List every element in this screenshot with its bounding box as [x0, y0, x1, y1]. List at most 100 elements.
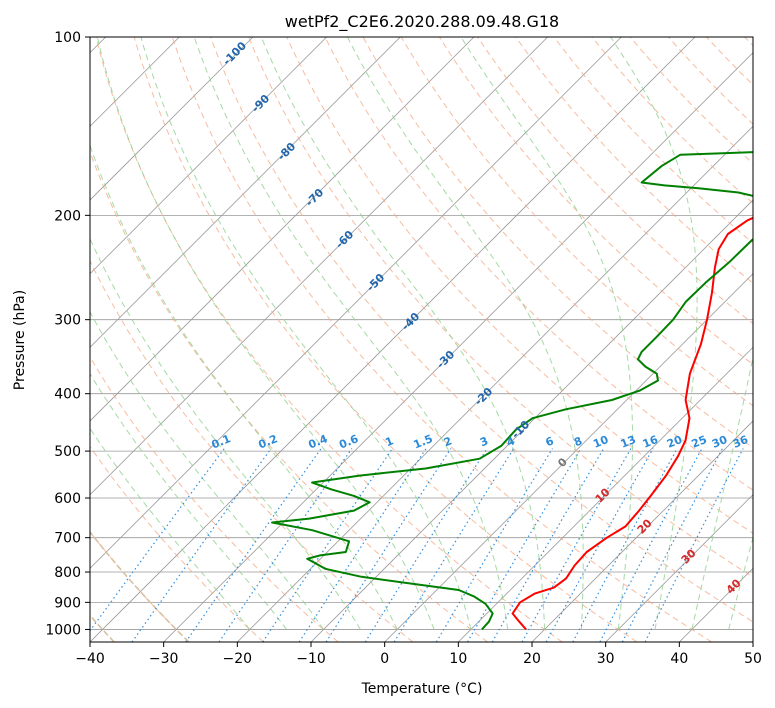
- dry-adiabat-label: -90: [249, 92, 272, 115]
- isotherm-line: [752, 641, 753, 642]
- isotherm-line: [90, 37, 622, 569]
- isotherm-line: [90, 37, 254, 201]
- dry-adiabat-label: -20: [472, 385, 495, 408]
- mixing-ratio-line: [521, 448, 632, 642]
- mixing-ratio-line: [435, 448, 554, 642]
- mixing-ratio-line: [599, 448, 703, 642]
- dry-adiabat-line: [133, 37, 638, 642]
- dry-adiabat-line: [90, 530, 190, 642]
- mixing-ratio-label: 2: [442, 434, 454, 449]
- mixing-ratio-line: [466, 448, 582, 642]
- y-tick-label: 1000: [45, 622, 81, 638]
- isotherm-line: [90, 37, 475, 422]
- mixing-ratio-label: 30: [710, 433, 729, 451]
- dry-adiabat-line: [286, 37, 753, 534]
- y-axis-title: Pressure (hPa): [12, 290, 28, 390]
- mixing-ratio-label: 36: [731, 433, 750, 451]
- dry-adiabat-label: -80: [275, 140, 298, 163]
- dry-adiabat-line: [438, 37, 753, 366]
- moist-adiabat-line: [728, 535, 753, 630]
- y-tick-label: 800: [54, 565, 81, 581]
- y-tick-label: 200: [54, 208, 81, 224]
- x-tick-label: −30: [149, 651, 179, 667]
- mixing-ratio-label: 1: [383, 434, 395, 449]
- mixing-ratio-label: 0.1: [210, 432, 233, 451]
- mixing-ratio-label: 6: [544, 434, 556, 449]
- moist-adiabat-label: 0: [555, 455, 570, 470]
- isotherm-line: [605, 494, 753, 642]
- isotherm-line: [237, 125, 753, 642]
- x-axis-ticks: −40 −30 −20 −10 0 10 20 30 40 50: [75, 642, 762, 667]
- y-tick-label: 600: [54, 491, 81, 507]
- moist-adiabat-line: [96, 37, 435, 630]
- dry-adiabat-line: [248, 37, 753, 578]
- moist-adiabat-line: [90, 372, 288, 630]
- mixing-ratio-label: 0.4: [306, 432, 329, 451]
- mixing-ratio-label: 10: [591, 433, 610, 451]
- line-labels: -100-90-80-70-60-50-40-30-20-100.1 0.2 0.4…: [210, 39, 751, 597]
- moist-adiabat-label: 40: [724, 576, 744, 596]
- moist-adiabat-line: [90, 237, 361, 630]
- x-tick-label: 40: [670, 651, 688, 667]
- x-tick-label: 20: [523, 651, 541, 667]
- dry-adiabat-line: [90, 259, 414, 642]
- x-axis-title: Temperature (°C): [361, 681, 483, 697]
- mixing-ratio-line: [298, 448, 427, 642]
- isotherm-line: [90, 37, 327, 275]
- chart-title: wetPf2_C2E6.2020.288.09.48.G18: [285, 12, 559, 32]
- moist-adiabat-line: [90, 427, 251, 630]
- moist-adiabat-label: 30: [679, 546, 699, 566]
- plot-frame: [89, 36, 754, 643]
- moist-adiabat-label: 10: [593, 485, 613, 505]
- dry-adiabat-line: [515, 37, 753, 284]
- mixing-ratio-label: 8: [572, 434, 584, 449]
- dry-adiabat-line: [706, 37, 753, 86]
- moist-adiabat-line: [691, 355, 753, 630]
- dry-adiabat-line: [171, 37, 712, 642]
- x-tick-label: −40: [75, 651, 105, 667]
- isotherm-line: [384, 273, 753, 642]
- mixing-ratio-label: 0.2: [256, 432, 279, 451]
- y-tick-label: 100: [54, 30, 81, 46]
- moist-adiabat-line: [140, 37, 472, 630]
- moist-adiabat-line: [766, 37, 775, 629]
- mixing-ratio-line: [644, 448, 744, 642]
- y-tick-label: 300: [54, 313, 81, 329]
- isotherm-line: [531, 420, 753, 642]
- dry-adiabat-line: [95, 37, 563, 642]
- mixing-ratio-line: [393, 448, 515, 642]
- moist-adiabat-line: [260, 37, 546, 630]
- dewpoint-profile-line: [271, 151, 753, 631]
- dry-adiabat-line: [90, 531, 190, 642]
- background-lines: [90, 37, 775, 642]
- dry-adiabat-line: [90, 150, 488, 642]
- mixing-ratio-line: [364, 448, 488, 642]
- isotherm-line: [163, 52, 753, 642]
- mixing-ratio-label: 16: [641, 433, 660, 451]
- moist-adiabat-line: [193, 37, 509, 630]
- y-tick-label: 400: [54, 387, 81, 403]
- mixing-ratio-line: [90, 448, 225, 632]
- dry-adiabat-line: [210, 37, 753, 623]
- profile-lines: [271, 151, 753, 631]
- y-tick-label: 700: [54, 531, 81, 547]
- mixing-ratio-line: [491, 448, 605, 642]
- isotherm-line: [90, 37, 548, 496]
- moist-adiabat-line: [346, 37, 584, 630]
- moist-adiabat-line: [460, 37, 633, 630]
- moist-adiabat-label: 20: [635, 516, 655, 536]
- moist-adiabat-line: [610, 37, 698, 630]
- x-tick-label: −10: [296, 651, 326, 667]
- moist-adiabat-line: [90, 310, 324, 630]
- y-tick-label: 900: [54, 595, 81, 611]
- dry-adiabat-line: [90, 445, 264, 642]
- mixing-ratio-line: [572, 448, 678, 642]
- dry-adiabat-label: -100: [220, 39, 249, 68]
- y-axis-ticks: 100 200 300 400 500 600 700 800 900 1000: [45, 30, 90, 638]
- x-tick-label: 10: [449, 651, 467, 667]
- mixing-ratio-line: [621, 448, 723, 642]
- dry-adiabat-line: [90, 356, 339, 642]
- dry-adiabat-line: [477, 37, 753, 325]
